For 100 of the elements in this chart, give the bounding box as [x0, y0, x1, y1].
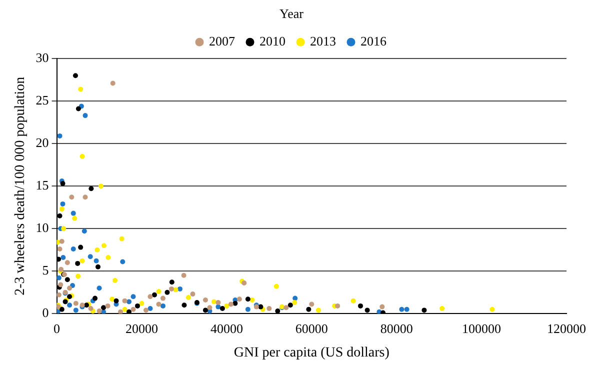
point — [309, 302, 314, 307]
point — [120, 259, 126, 264]
point — [56, 240, 60, 245]
y-tick-label: 20 — [36, 135, 49, 150]
point — [106, 255, 111, 260]
point — [60, 201, 66, 206]
point — [274, 284, 279, 289]
point — [266, 306, 272, 311]
point — [148, 306, 153, 311]
point — [96, 286, 102, 291]
point — [168, 286, 174, 292]
point — [64, 260, 70, 266]
point — [58, 282, 64, 288]
x-tick-label: 60000 — [295, 320, 328, 336]
point — [101, 305, 106, 310]
point — [80, 154, 85, 159]
point — [88, 306, 94, 311]
point — [404, 306, 410, 312]
legend-label: 2010 — [260, 34, 286, 49]
point — [88, 186, 94, 192]
point — [112, 278, 118, 283]
point — [110, 80, 116, 86]
point — [292, 296, 298, 301]
point — [94, 247, 100, 252]
point — [186, 294, 191, 300]
point — [57, 133, 62, 138]
point — [72, 73, 78, 78]
point — [78, 244, 84, 250]
point — [144, 308, 148, 313]
point — [160, 296, 166, 301]
y-tick-label: 0 — [42, 305, 49, 320]
point — [228, 302, 234, 307]
point — [399, 306, 404, 312]
point — [177, 286, 182, 292]
point — [98, 184, 104, 189]
point — [56, 275, 62, 280]
point — [156, 302, 162, 307]
point — [72, 216, 78, 221]
point — [152, 292, 157, 298]
point — [288, 302, 293, 308]
point — [306, 306, 312, 312]
point — [118, 309, 124, 314]
point — [380, 304, 385, 310]
y-tick-label: 15 — [36, 178, 49, 193]
point — [122, 306, 128, 312]
point — [64, 277, 70, 282]
point — [202, 298, 208, 302]
legend-label: 2007 — [209, 34, 236, 49]
x-tick-label: 40000 — [210, 320, 243, 336]
legend-title: Year — [280, 6, 304, 21]
point — [57, 213, 62, 218]
point — [242, 280, 247, 286]
point — [114, 298, 119, 304]
y-tick-label: 25 — [36, 92, 49, 108]
point — [60, 255, 66, 260]
x-tick-label: 20000 — [126, 320, 158, 336]
point — [59, 238, 64, 244]
x-tick-label: 120000 — [547, 320, 586, 336]
point — [169, 280, 174, 285]
x-axis-title: GNI per capita (US dollars) — [234, 345, 390, 360]
point — [202, 308, 208, 313]
point — [236, 296, 242, 302]
point — [245, 306, 250, 312]
point — [96, 264, 100, 270]
legend-label: 2016 — [360, 34, 387, 49]
point — [380, 310, 386, 314]
y-tick-label: 5 — [42, 262, 49, 278]
legend-label: 2013 — [310, 34, 336, 49]
point — [130, 306, 136, 312]
point — [92, 296, 98, 301]
point — [148, 294, 153, 300]
point — [292, 300, 298, 306]
point — [182, 302, 187, 308]
point — [69, 194, 74, 200]
point — [164, 290, 170, 295]
point — [181, 272, 186, 278]
x-tick-label: 100000 — [462, 320, 502, 336]
point — [358, 303, 363, 308]
point — [70, 210, 76, 216]
point — [139, 300, 144, 306]
point — [284, 305, 289, 310]
point — [220, 306, 225, 311]
point — [440, 306, 445, 311]
point — [207, 305, 212, 310]
point — [119, 236, 124, 242]
point — [216, 300, 221, 306]
point — [135, 303, 140, 308]
point — [59, 206, 64, 212]
x-tick-label: 80000 — [380, 320, 413, 336]
point — [190, 292, 196, 297]
x-tick-label: 0 — [54, 320, 60, 336]
point — [78, 86, 84, 92]
point — [245, 296, 250, 302]
point — [96, 308, 102, 314]
point — [82, 194, 88, 200]
point — [76, 274, 81, 279]
point — [335, 303, 340, 308]
point — [422, 308, 427, 313]
point — [101, 243, 106, 248]
point — [73, 308, 78, 313]
